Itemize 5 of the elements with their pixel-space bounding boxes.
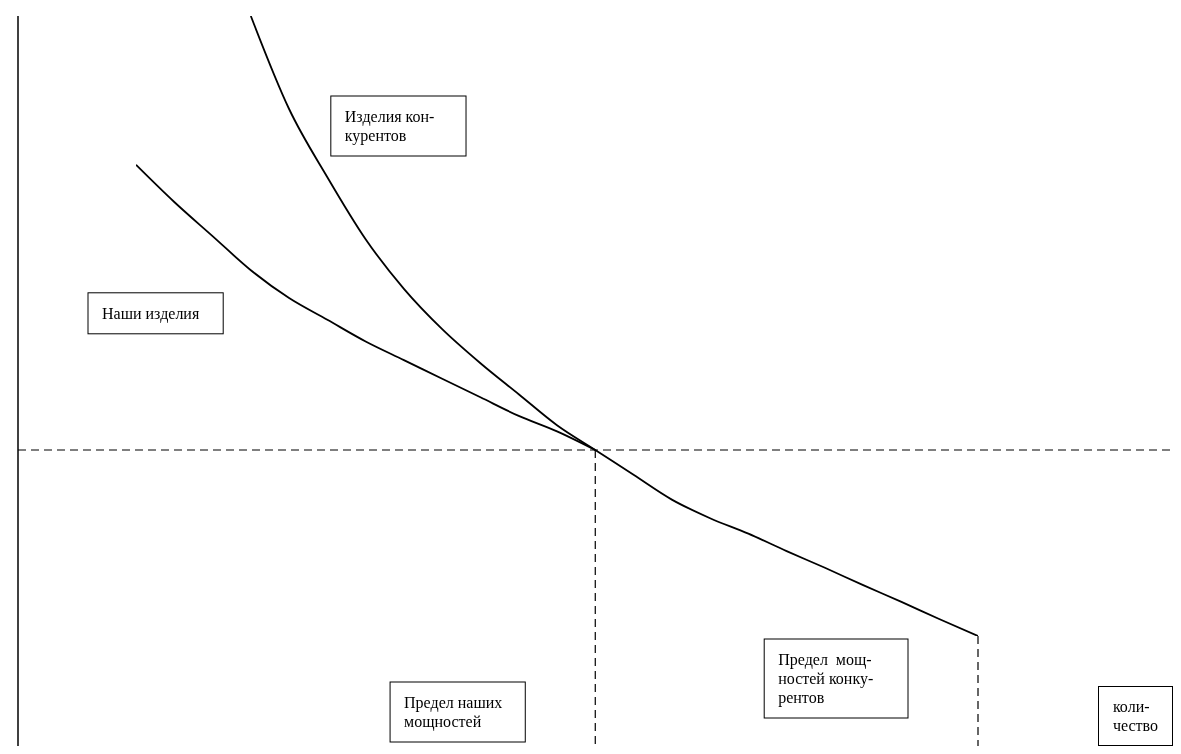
text: коли- чество	[1097, 686, 1173, 746]
text: Изделия кон- курентов	[344, 108, 435, 145]
text: Предел мощ- ностей конку- рентов	[778, 651, 874, 707]
text: Предел наших мощностей	[404, 694, 503, 731]
text: Наши изделия	[102, 304, 200, 323]
